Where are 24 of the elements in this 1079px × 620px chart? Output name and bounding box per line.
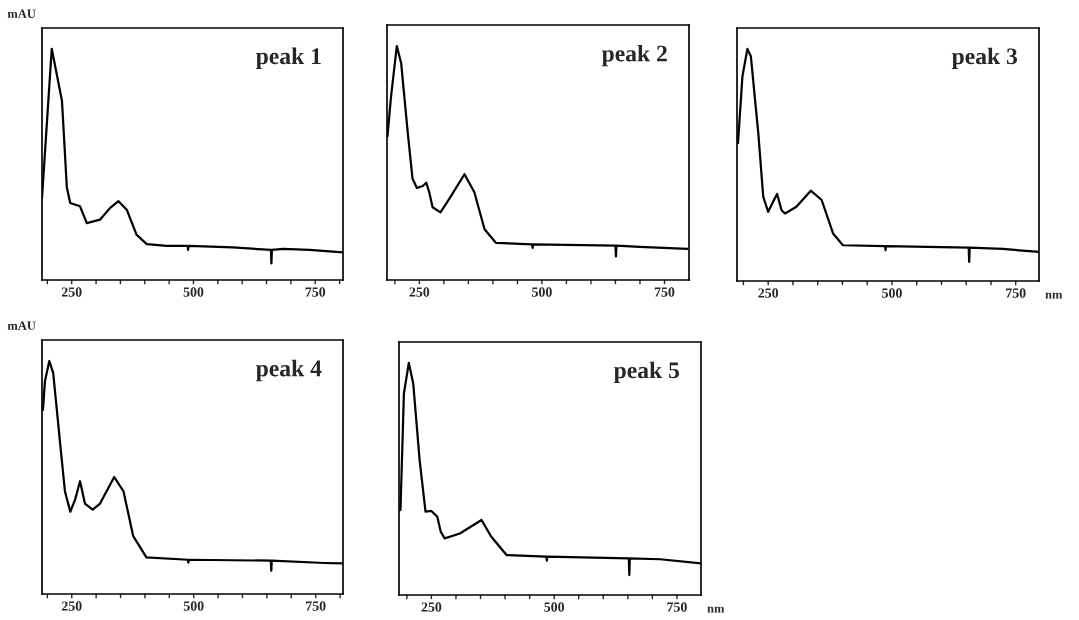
x-tick-label: 250 — [409, 287, 430, 297]
annotation: peak 3 — [951, 47, 1018, 70]
y-axis-title: mAU — [7, 9, 36, 18]
annotation: peak 5 — [613, 361, 679, 384]
x-tick-label: 750 — [654, 287, 675, 297]
x-tick-label: 250 — [421, 602, 442, 612]
x-tick-label: 500 — [532, 287, 552, 297]
annotation: peak 1 — [255, 47, 321, 69]
annotation: peak 4 — [255, 359, 322, 382]
x-tick-label: 500 — [882, 288, 902, 298]
x-tick-label: 500 — [183, 287, 204, 297]
x-tick-label: 250 — [61, 601, 82, 611]
x-tick-label: 750 — [306, 601, 326, 611]
annotation: peak 2 — [601, 44, 667, 67]
x-tick-label: 500 — [183, 601, 204, 611]
x-axis-title: nm — [1045, 292, 1063, 299]
x-tick-label: 750 — [667, 602, 687, 612]
x-tick-label: 250 — [61, 287, 82, 297]
x-tick-label: 750 — [305, 287, 326, 297]
x-tick-label: 250 — [758, 288, 779, 298]
x-tick-label: 750 — [1006, 288, 1026, 298]
x-tick-label: 500 — [544, 602, 565, 612]
y-axis-title: mAU — [7, 321, 36, 330]
x-axis-title: nm — [707, 606, 725, 613]
